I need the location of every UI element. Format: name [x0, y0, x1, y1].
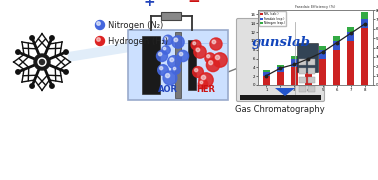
- Circle shape: [172, 66, 180, 74]
- Circle shape: [160, 67, 163, 70]
- Circle shape: [96, 21, 104, 30]
- Circle shape: [168, 56, 180, 68]
- Circle shape: [212, 40, 216, 44]
- Polygon shape: [68, 42, 130, 62]
- Circle shape: [97, 38, 100, 41]
- Circle shape: [64, 70, 68, 74]
- Text: −: −: [187, 0, 200, 9]
- Circle shape: [50, 84, 54, 88]
- Circle shape: [39, 60, 45, 64]
- Bar: [308, 77, 315, 83]
- Circle shape: [210, 38, 222, 50]
- Circle shape: [163, 71, 177, 85]
- Circle shape: [34, 54, 50, 70]
- Circle shape: [156, 51, 167, 62]
- Bar: [308, 86, 315, 92]
- Circle shape: [163, 35, 173, 45]
- Circle shape: [172, 36, 184, 48]
- FancyBboxPatch shape: [237, 19, 324, 102]
- Circle shape: [166, 73, 170, 78]
- Circle shape: [38, 58, 46, 66]
- Circle shape: [163, 47, 166, 50]
- Bar: [308, 68, 315, 74]
- Circle shape: [179, 52, 183, 56]
- FancyBboxPatch shape: [297, 44, 319, 73]
- Text: Nitrogen (N₂): Nitrogen (N₂): [108, 21, 163, 30]
- Circle shape: [193, 42, 196, 45]
- Bar: [128, 30, 228, 100]
- Circle shape: [205, 53, 215, 63]
- Circle shape: [194, 46, 206, 58]
- Polygon shape: [275, 88, 295, 96]
- Circle shape: [199, 73, 213, 87]
- Circle shape: [200, 81, 203, 84]
- Bar: [161, 12, 181, 20]
- Circle shape: [215, 55, 220, 60]
- Circle shape: [30, 84, 34, 88]
- Circle shape: [158, 65, 168, 75]
- Text: +: +: [143, 0, 155, 9]
- Bar: [299, 86, 306, 92]
- Text: HER: HER: [197, 85, 215, 94]
- Circle shape: [165, 37, 168, 40]
- Circle shape: [158, 52, 162, 56]
- Circle shape: [193, 67, 203, 77]
- Circle shape: [191, 40, 201, 50]
- Bar: [299, 68, 306, 74]
- Circle shape: [97, 22, 100, 25]
- Circle shape: [170, 58, 174, 62]
- Bar: [240, 95, 321, 100]
- Circle shape: [96, 37, 104, 46]
- Bar: [308, 59, 315, 65]
- Circle shape: [177, 50, 189, 62]
- Circle shape: [162, 46, 170, 54]
- Text: gunslab: gunslab: [252, 36, 311, 49]
- Bar: [188, 40, 196, 90]
- Circle shape: [195, 69, 198, 72]
- Circle shape: [173, 67, 176, 70]
- Circle shape: [209, 61, 213, 65]
- Circle shape: [16, 50, 20, 54]
- Bar: [142, 36, 160, 94]
- Circle shape: [30, 36, 34, 40]
- Text: AOR: AOR: [158, 85, 178, 94]
- Circle shape: [64, 50, 68, 54]
- Text: Gas Chromatography: Gas Chromatography: [235, 105, 325, 114]
- Circle shape: [201, 75, 206, 80]
- Bar: [175, 32, 181, 98]
- Circle shape: [174, 38, 178, 42]
- Bar: [299, 59, 306, 65]
- Text: Hydrogen (H₂): Hydrogen (H₂): [108, 37, 168, 46]
- Circle shape: [196, 48, 200, 52]
- Bar: [299, 77, 306, 83]
- Circle shape: [198, 79, 208, 89]
- Circle shape: [206, 58, 220, 72]
- Circle shape: [50, 36, 54, 40]
- Circle shape: [16, 70, 20, 74]
- Circle shape: [207, 55, 210, 58]
- Circle shape: [213, 53, 227, 67]
